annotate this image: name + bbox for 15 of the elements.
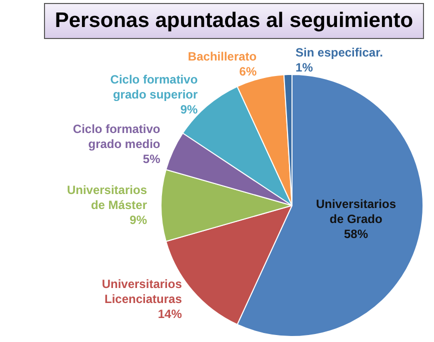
chart-title: Personas apuntadas al seguimiento [44, 3, 424, 39]
data-label: 1% [296, 60, 314, 74]
slice-label: Bachillerato [188, 50, 257, 64]
data-label: 14% [158, 307, 182, 322]
data-label: 9% [180, 102, 198, 117]
data-label: 5% [142, 152, 161, 166]
slice-label: Sin especificar. [296, 45, 383, 60]
data-label: 58% [344, 226, 368, 241]
slice-label: Universitarios de Grado [316, 196, 396, 226]
data-label: 6% [239, 64, 257, 79]
slice-label: Universitarios de Máster [66, 182, 148, 212]
data-label: 9% [130, 212, 148, 227]
slice-label: Universitarios Licenciaturas [102, 277, 182, 306]
slice-label: Ciclo formativo grado superior [110, 72, 198, 102]
slice-label: Ciclo formativo grado medio [72, 122, 160, 152]
